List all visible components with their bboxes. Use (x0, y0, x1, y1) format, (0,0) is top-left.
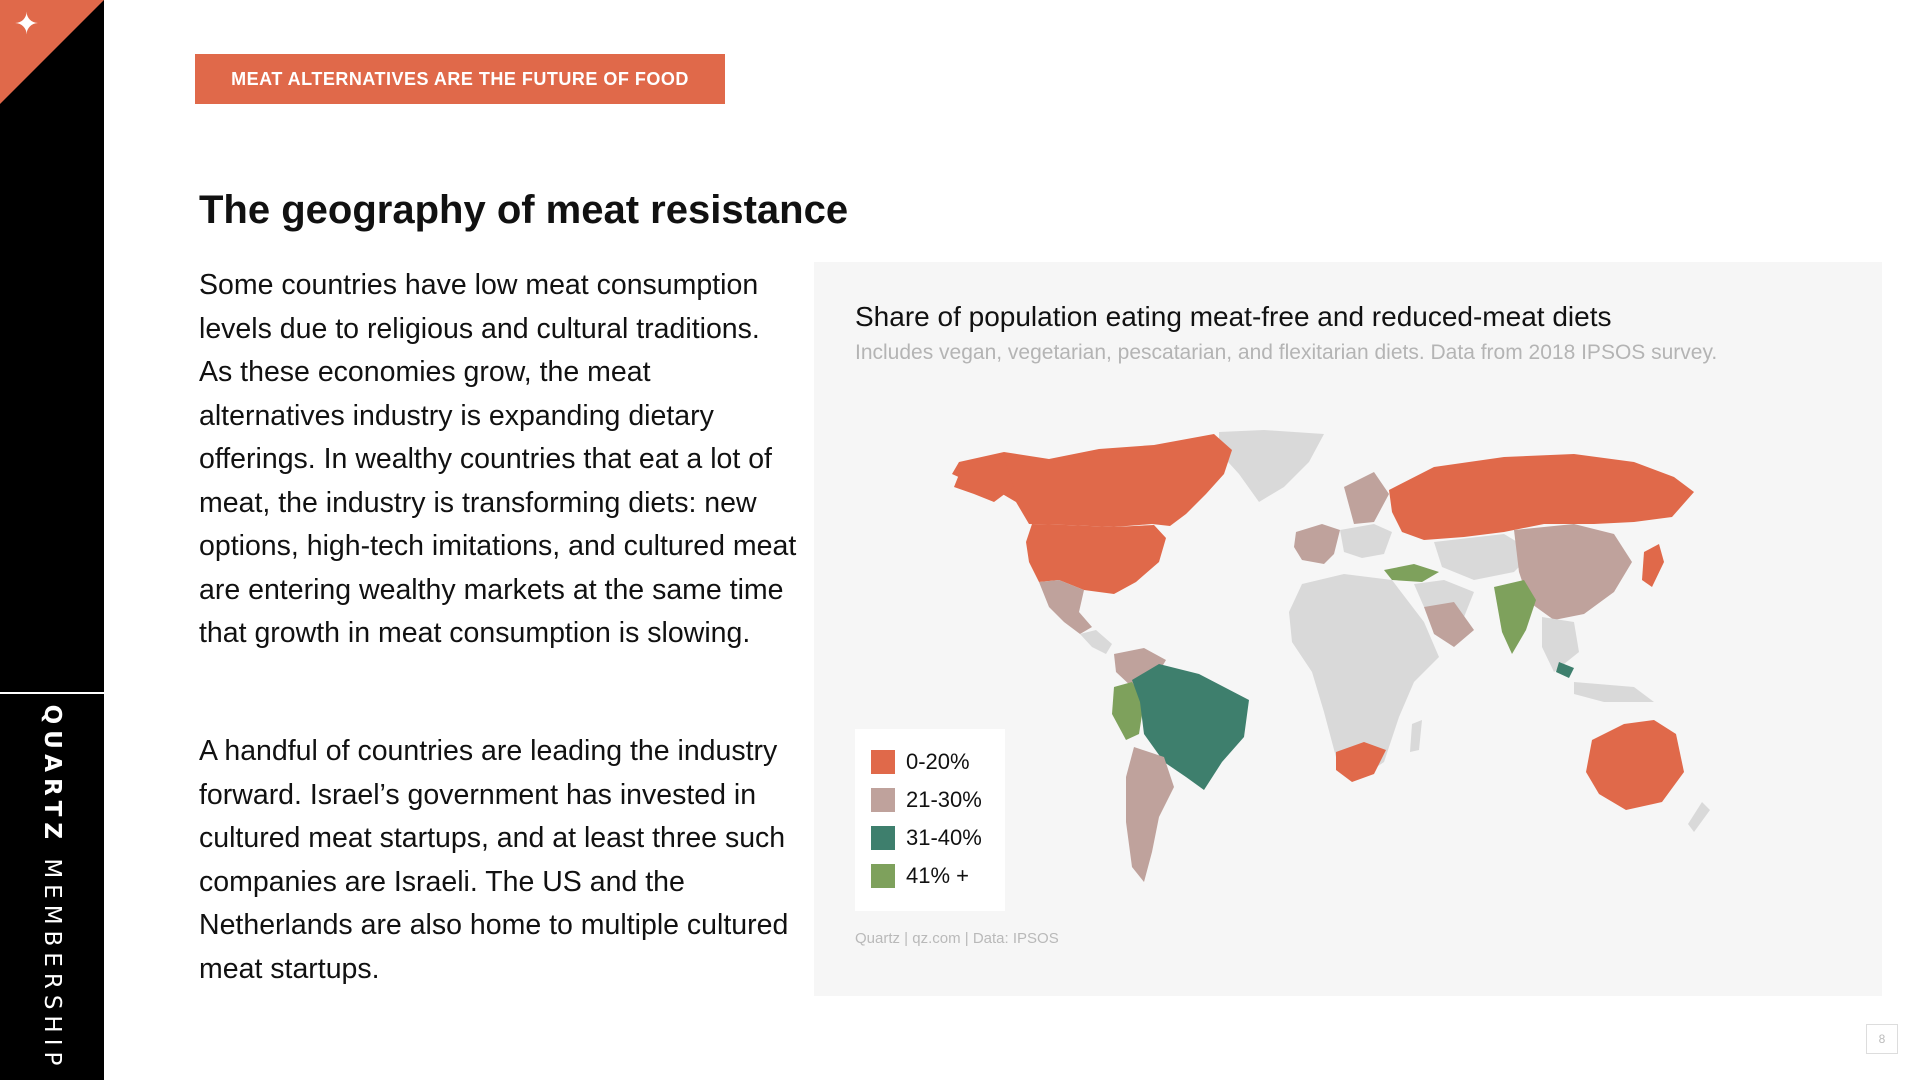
legend-swatch (871, 788, 895, 812)
legend-swatch (871, 750, 895, 774)
legend-item: 41% + (871, 863, 969, 889)
map-canada (952, 434, 1232, 527)
map-china (1514, 524, 1632, 620)
map-southeast-asia (1542, 617, 1579, 672)
map-saudi-arabia (1424, 602, 1474, 647)
legend-label: 21-30% (906, 787, 982, 812)
map-turkey (1384, 564, 1439, 582)
map-greenland (1219, 430, 1324, 502)
map-subtitle: Includes vegan, vegetarian, pescatarian,… (855, 341, 1718, 364)
map-new-zealand (1688, 802, 1710, 832)
section-tag: MEAT ALTERNATIVES ARE THE FUTURE OF FOOD (195, 54, 725, 104)
map-africa (1289, 574, 1439, 777)
map-alaska (954, 457, 1014, 502)
map-peru (1112, 682, 1144, 740)
brand-bold: QUARTZ (39, 704, 65, 845)
page-title: The geography of meat resistance (199, 188, 849, 232)
map-central-europe (1340, 524, 1392, 558)
map-usa (1026, 524, 1166, 594)
body-paragraph-2: A handful of countries are leading the i… (199, 735, 789, 985)
map-credit: Quartz | qz.com | Data: IPSOS (855, 930, 1059, 947)
legend-label: 41% + (906, 863, 969, 888)
map-central-asia (1434, 534, 1534, 580)
corner-flag (0, 0, 104, 104)
sidebar-divider (0, 692, 104, 694)
legend-swatch (871, 826, 895, 850)
map-indonesia (1574, 682, 1654, 702)
map-south-africa (1336, 742, 1386, 782)
map-russia (1389, 454, 1694, 540)
legend-item: 21-30% (871, 787, 982, 813)
map-western-europe (1294, 524, 1340, 564)
sidebar (0, 0, 104, 1080)
map-argentina-chile (1126, 747, 1174, 882)
map-central-america (1080, 630, 1112, 654)
map-legend: 0-20% 21-30% 31-40% 41% + (855, 729, 1005, 911)
map-mexico (1039, 580, 1092, 634)
map-madagascar (1410, 720, 1422, 752)
world-map (952, 430, 1710, 882)
map-australia (1586, 720, 1684, 810)
body-paragraph-1: Some countries have low meat consumption… (199, 269, 797, 649)
map-malaysia (1556, 662, 1574, 678)
brand-light: MEMBERSHIP (39, 858, 65, 1072)
map-japan (1642, 544, 1664, 587)
map-scandinavia (1344, 472, 1389, 524)
legend-swatch (871, 864, 895, 888)
legend-label: 0-20% (906, 749, 970, 774)
page-number: 8 (1866, 1024, 1898, 1054)
map-india (1494, 580, 1536, 654)
brand-wordmark: QUARTZ MEMBERSHIP (39, 705, 65, 1072)
legend-label: 31-40% (906, 825, 982, 850)
sparkle-icon: ✦ (14, 7, 40, 42)
map-title: Share of population eating meat-free and… (855, 301, 1612, 332)
legend-item: 0-20% (871, 749, 970, 775)
legend-item: 31-40% (871, 825, 982, 851)
map-brazil (1132, 664, 1249, 790)
